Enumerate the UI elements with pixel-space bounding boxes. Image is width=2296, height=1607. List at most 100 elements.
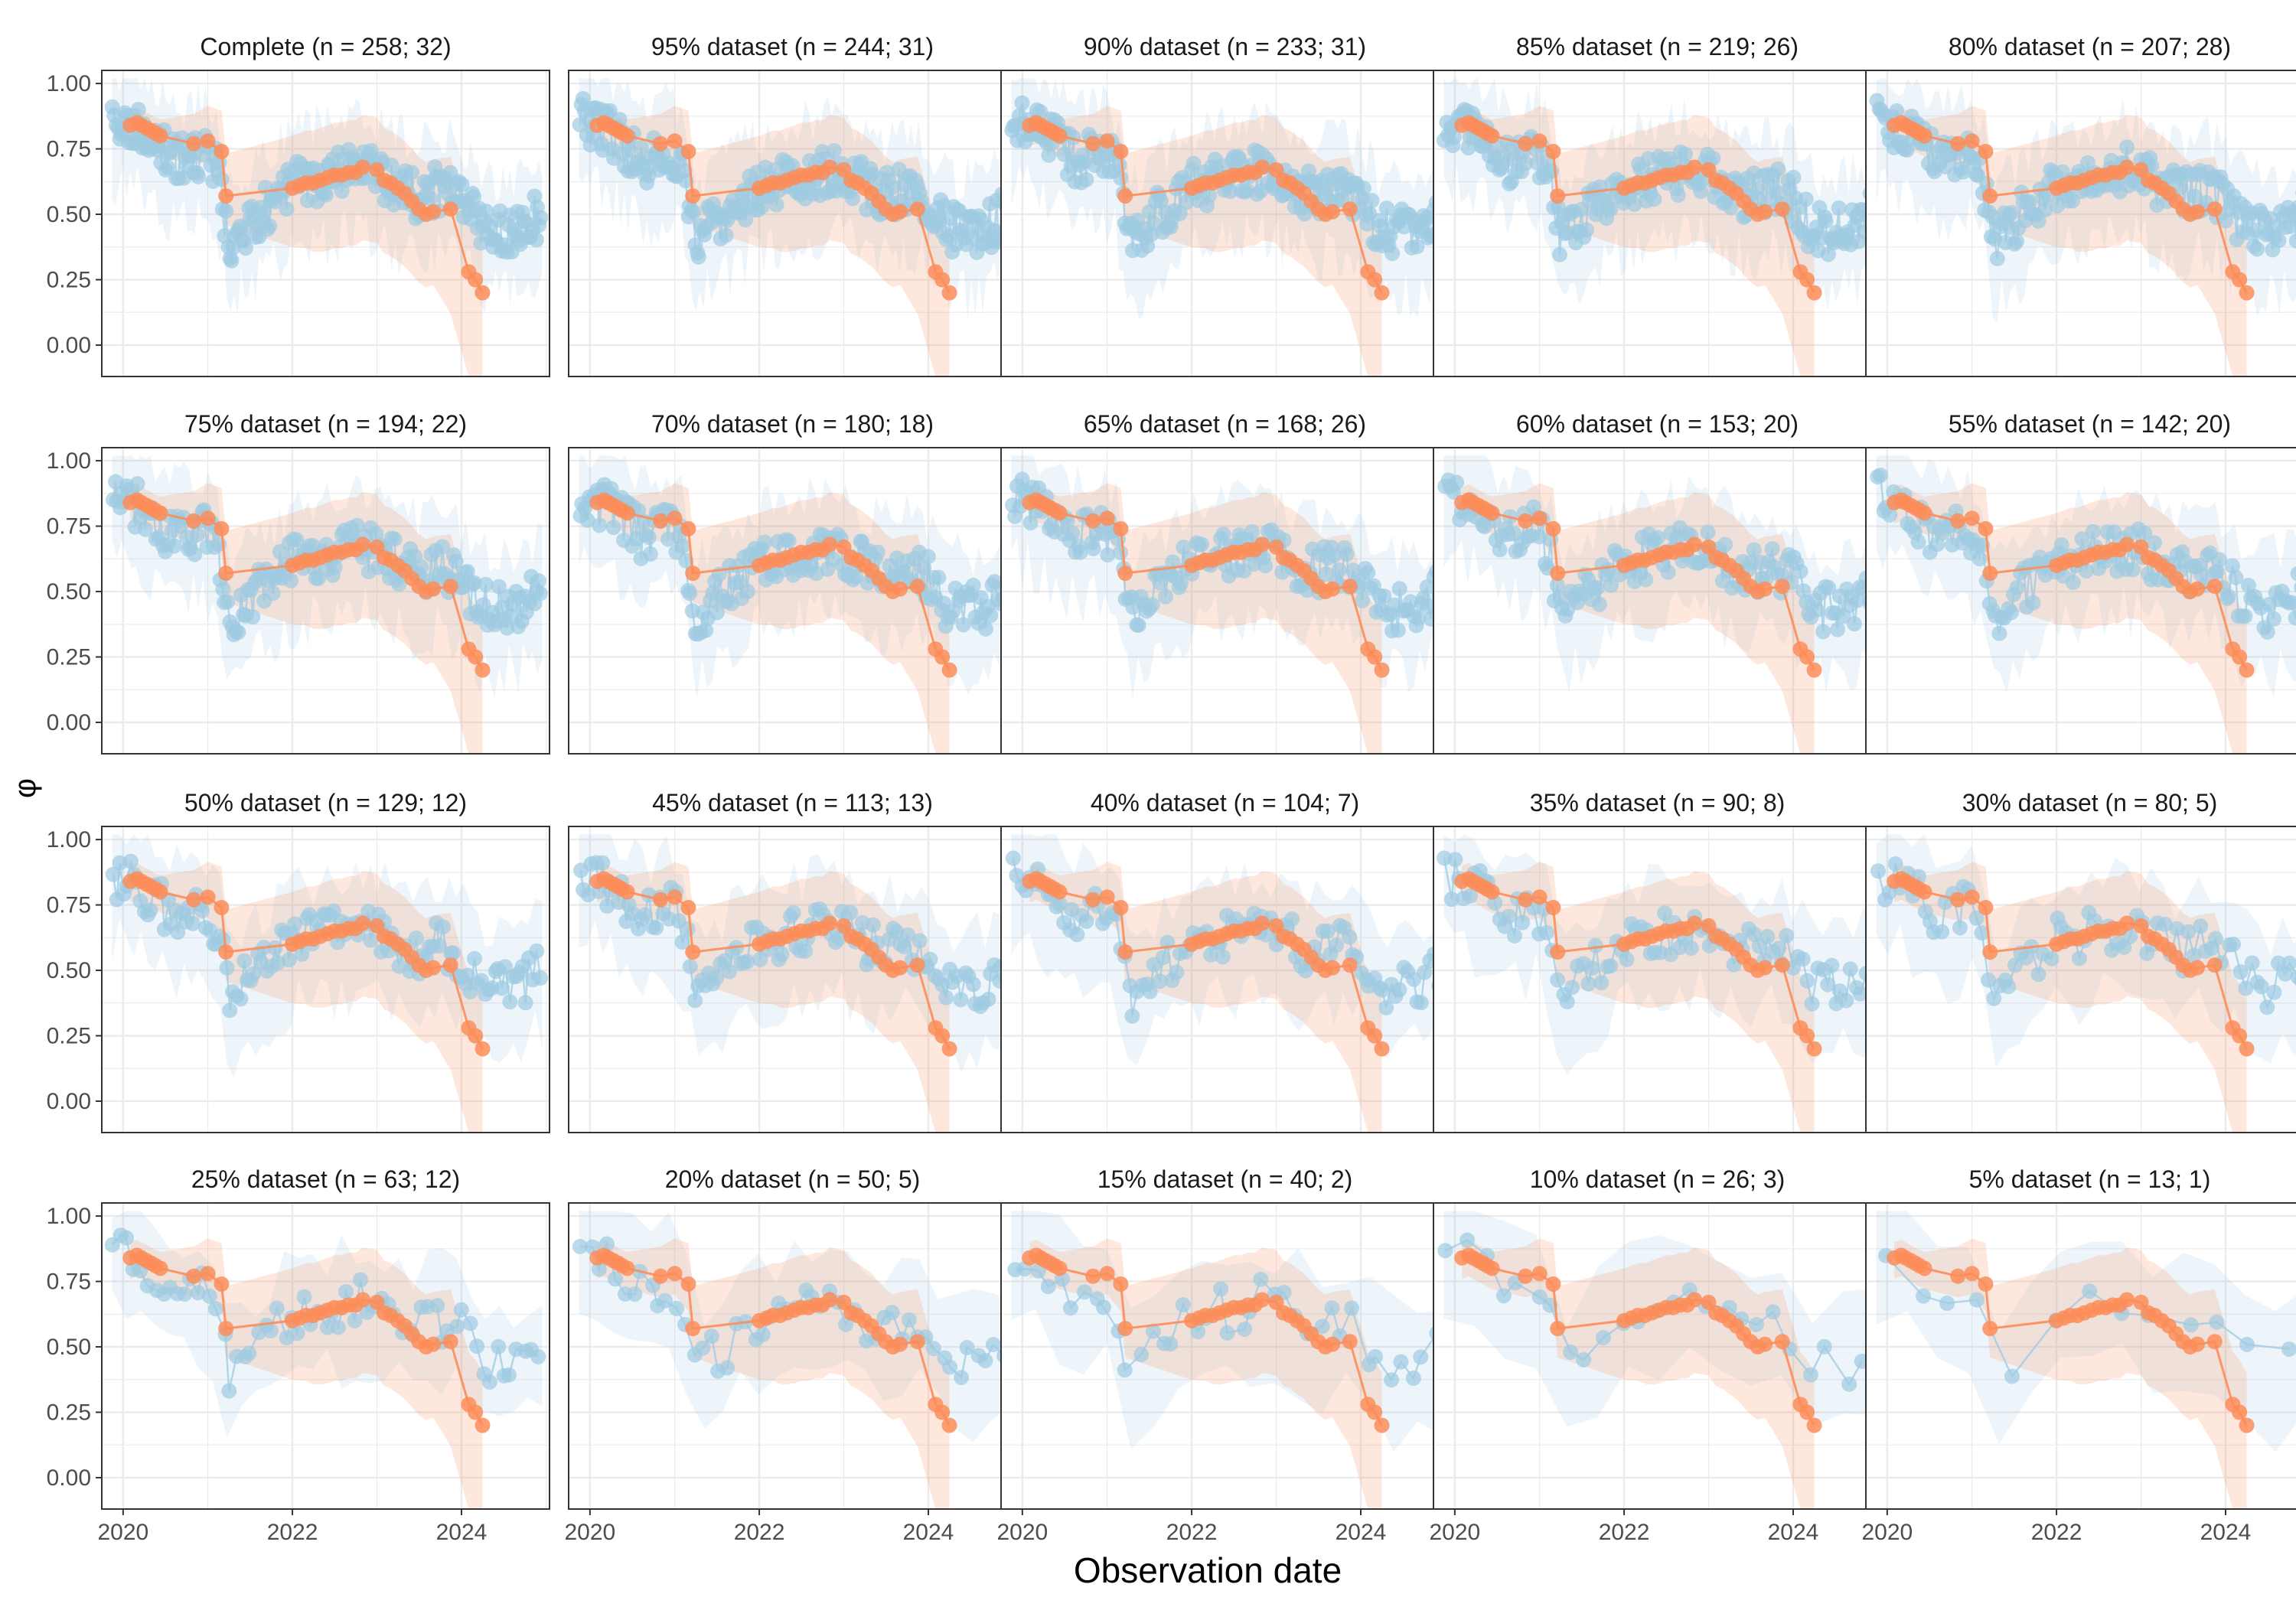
observed-point <box>1939 1296 1955 1312</box>
observed-point <box>2007 957 2023 973</box>
observed-point <box>2025 595 2041 611</box>
observed-point <box>435 919 451 935</box>
observed-point <box>1437 1243 1453 1259</box>
observed-point <box>1934 924 1950 940</box>
observed-point <box>1986 990 2002 1006</box>
fitted-point <box>2119 915 2135 931</box>
panel: 70% dataset (n = 180; 18) <box>568 410 1017 755</box>
observed-point <box>1746 927 1763 943</box>
observed-point <box>1153 193 1169 209</box>
observed-point <box>281 952 297 968</box>
fitted-point <box>1374 285 1390 301</box>
panel-title: 55% dataset (n = 142; 20) <box>1949 410 2231 438</box>
observed-point <box>633 139 649 155</box>
observed-point <box>703 1328 719 1345</box>
fitted-point <box>1342 957 1358 973</box>
fitted-point <box>1518 135 1534 152</box>
observed-point <box>2193 918 2209 934</box>
panel: 90% dataset (n = 233; 31) <box>1000 33 1450 377</box>
observed-point <box>1215 949 1231 965</box>
fitted-point <box>1687 1292 1703 1308</box>
observed-point <box>2004 1368 2020 1384</box>
fitted-point <box>1774 957 1790 973</box>
observed-point <box>279 201 295 217</box>
panel-title: 60% dataset (n = 153; 20) <box>1516 410 1799 438</box>
observed-point <box>896 939 912 955</box>
observed-point <box>1978 176 1994 192</box>
observed-point <box>1052 896 1068 912</box>
observed-point <box>1133 1347 1150 1363</box>
observed-point <box>1355 181 1371 197</box>
fitted-point <box>1982 1321 1998 1337</box>
observed-point <box>965 577 981 593</box>
observed-point <box>942 1359 958 1375</box>
observed-point <box>674 538 690 554</box>
observed-point <box>221 1383 237 1399</box>
observed-point <box>1771 940 1787 957</box>
observed-point <box>1342 929 1358 945</box>
observed-point <box>1968 910 1985 926</box>
observed-point <box>2043 950 2060 966</box>
observed-point <box>478 576 494 592</box>
panel-plot-area <box>104 1211 546 1509</box>
observed-point <box>709 970 725 986</box>
fitted-point <box>1254 1292 1270 1308</box>
observed-point <box>408 931 424 947</box>
observed-point <box>2232 964 2249 980</box>
observed-point <box>1870 863 1886 879</box>
observed-point <box>1384 1372 1400 1388</box>
observed-point <box>959 1340 975 1356</box>
observed-point <box>2271 233 2287 249</box>
observed-point <box>2209 563 2225 579</box>
fitted-interval-band <box>597 1238 950 1509</box>
fitted-point <box>355 536 371 553</box>
observed-point <box>1391 982 1407 998</box>
observed-point <box>680 921 696 937</box>
observed-point <box>1213 1281 1229 1297</box>
observed-point <box>1194 536 1210 553</box>
fitted-point <box>1978 520 1994 536</box>
fitted-point <box>685 566 701 582</box>
x-tick-label: 2020 <box>1429 1520 1480 1545</box>
observed-point <box>386 531 403 547</box>
observed-point <box>2064 193 2080 209</box>
panel-plot-area <box>1005 834 1447 1133</box>
y-tick-label: 0.00 <box>47 333 91 358</box>
observed-point <box>246 966 262 982</box>
fitted-point <box>186 513 202 529</box>
observed-point <box>1518 155 1534 171</box>
fitted-point <box>892 960 908 976</box>
observed-point <box>349 517 365 533</box>
panel-plot-area <box>573 834 1016 1133</box>
observed-point <box>1417 964 1433 980</box>
panel-border <box>101 1202 550 1510</box>
observed-point <box>1808 602 1825 618</box>
panel-title: 10% dataset (n = 26; 3) <box>1530 1165 1786 1193</box>
observed-point <box>2009 579 2025 595</box>
observed-point <box>1846 616 1862 632</box>
observed-point <box>607 1271 623 1287</box>
observed-point <box>678 553 694 569</box>
panel-title: 35% dataset (n = 90; 8) <box>1530 789 1786 817</box>
fitted-point <box>1099 889 1115 905</box>
fitted-point <box>186 1268 202 1284</box>
panel-border <box>1865 70 2296 377</box>
observed-point <box>528 232 544 248</box>
observed-point <box>1815 624 1831 640</box>
y-tick-label: 0.25 <box>47 645 91 670</box>
y-tick-label: 0.50 <box>47 1335 91 1360</box>
observed-point <box>1580 976 1596 992</box>
observed-point <box>2030 966 2047 983</box>
fitted-point <box>653 1268 669 1284</box>
observed-point <box>953 992 969 1008</box>
observed-point <box>1284 911 1300 927</box>
y-tick-label: 0.75 <box>47 514 91 539</box>
observed-point <box>2180 924 2197 940</box>
observed-point <box>2284 595 2296 611</box>
fitted-point <box>1799 272 1815 288</box>
observed-point <box>718 227 734 243</box>
observed-point <box>2266 984 2282 1000</box>
panel-plot-area <box>572 1211 1013 1509</box>
fitted-point <box>680 899 696 915</box>
fitted-point <box>218 944 234 960</box>
